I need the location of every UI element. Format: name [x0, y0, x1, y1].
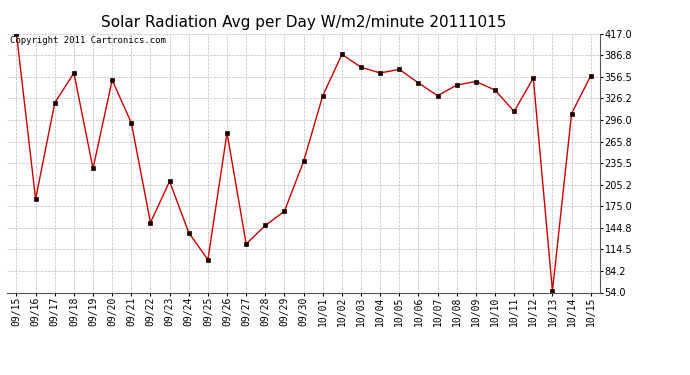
Text: Solar Radiation Avg per Day W/m2/minute 20111015: Solar Radiation Avg per Day W/m2/minute … — [101, 15, 506, 30]
Text: Copyright 2011 Cartronics.com: Copyright 2011 Cartronics.com — [10, 36, 166, 45]
